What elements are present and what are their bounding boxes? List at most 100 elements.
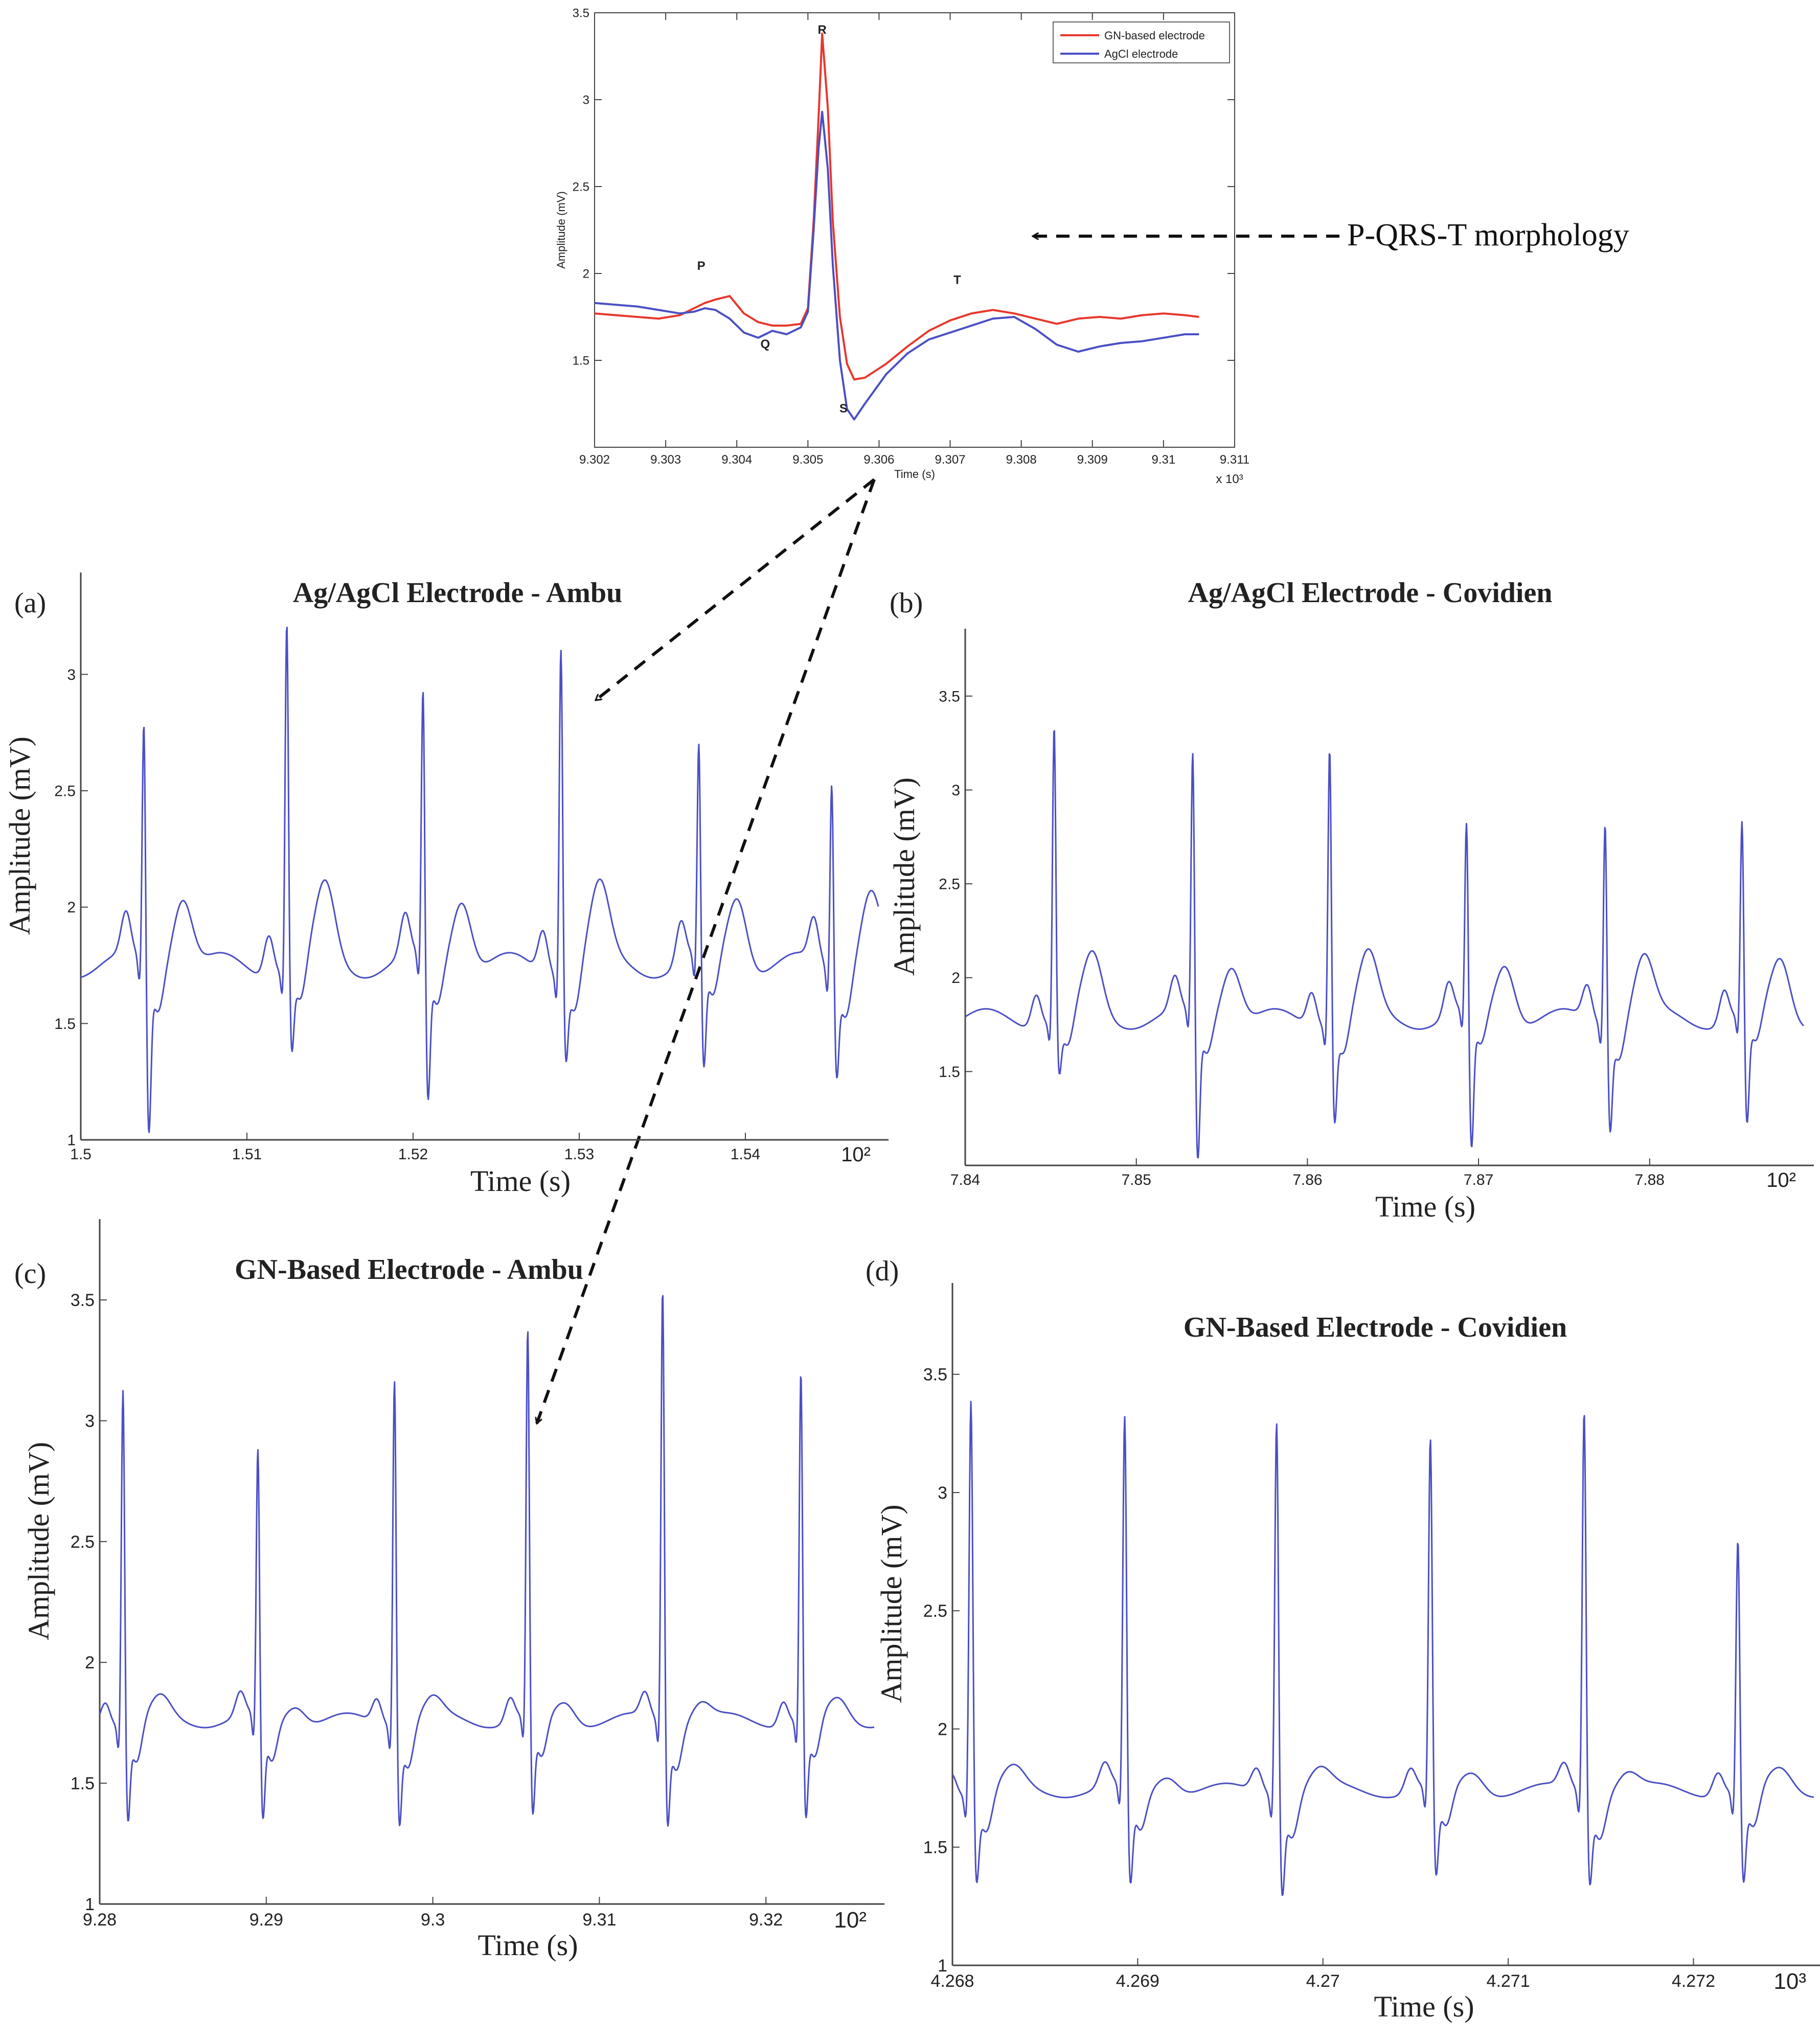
x-tick-label: 1.51	[232, 1146, 262, 1163]
connector-arrow-a	[596, 478, 875, 702]
x-tick-label: 4.268	[930, 1971, 974, 1991]
panel-label: (a)	[14, 587, 46, 619]
x-tick-label: 4.269	[1116, 1971, 1159, 1991]
x-axis-label: Time (s)	[1375, 1190, 1475, 1223]
x-axis-label: Time (s)	[470, 1164, 571, 1198]
x-tick-label: 9.305	[792, 453, 823, 467]
y-tick-label: 3	[938, 1483, 947, 1503]
x-tick-label: 9.31	[582, 1910, 616, 1930]
x-tick-label: 7.85	[1121, 1172, 1151, 1188]
annotation-text: P-QRS-T morphology	[1347, 218, 1629, 253]
y-tick-label: 2	[938, 1719, 947, 1739]
wave-label-p: P	[697, 259, 706, 273]
ecg-trace	[99, 1295, 875, 1827]
chart-panel-b: 7.84 7.85 7.86 7.87 7.88 1.5 2 2.5 3 3.5 10² Time (…	[888, 577, 1814, 1223]
y-tick-label: 1.5	[939, 1064, 960, 1081]
x-tick-label: 9.3	[421, 1910, 445, 1930]
x-tick-label: 9.306	[863, 453, 894, 467]
x-tick-label: 7.88	[1635, 1172, 1665, 1188]
x-tick-label: 9.303	[650, 453, 681, 467]
x-exponent: x 10³	[1216, 472, 1243, 486]
panel-title: GN-Based Electrode - Covidien	[1184, 1312, 1567, 1343]
y-axis-label: Amplitude (mV)	[3, 737, 36, 935]
x-tick-label: 9.304	[721, 453, 752, 467]
y-tick-label: 3.5	[71, 1291, 95, 1310]
y-tick-label: 3.5	[923, 1365, 947, 1385]
x-tick-label: 9.311	[1220, 453, 1249, 467]
y-tick-label: 2.5	[923, 1601, 947, 1621]
x-axis-label: Time (s)	[1374, 1990, 1474, 2023]
wave-label-t: T	[953, 273, 961, 287]
panel-title: Ag/AgCl Electrode - Covidien	[1188, 577, 1553, 609]
y-tick-label: 1.5	[923, 1838, 947, 1857]
chart-panel-c: 9.28 9.29 9.3 9.31 9.32 1 1.5 2 2.5 3 3.5 10² Time (…	[14, 1219, 884, 1962]
panel-label: (b)	[890, 587, 923, 619]
x-tick-label: 1.54	[731, 1146, 760, 1163]
chart-top-pqrst: 9.302 9.303 9.304 9.305 9.306 9.307 9.308 9.309…	[555, 6, 1249, 486]
panel-label: (d)	[866, 1255, 899, 1287]
x-axis-label: Time (s)	[477, 1929, 578, 1962]
ecg-trace	[951, 1401, 1814, 1896]
x-axis-label: Time (s)	[894, 468, 935, 480]
ecg-trace	[965, 730, 1805, 1159]
y-tick-label: 2.5	[54, 783, 76, 800]
x-tick-label: 4.27	[1306, 1971, 1340, 1991]
x-tick-label: 7.84	[950, 1172, 980, 1188]
x-tick-label: 9.31	[1152, 453, 1176, 467]
wave-label-q: Q	[761, 337, 770, 351]
y-tick-label: 1.5	[71, 1774, 95, 1794]
y-tick-label: 3	[951, 782, 960, 799]
y-tick-label: 1.5	[54, 1016, 76, 1033]
wave-label-r: R	[817, 23, 826, 37]
y-tick-label: 2	[951, 970, 960, 987]
y-tick-label: 2	[583, 267, 589, 281]
y-tick-label: 2	[85, 1653, 95, 1672]
y-tick-label: 1.5	[573, 354, 589, 368]
y-tick-label: 3.5	[939, 688, 960, 705]
x-exponent: 10²	[834, 1908, 867, 1933]
x-tick-label: 9.308	[1006, 453, 1037, 467]
y-tick-label: 3	[583, 93, 589, 107]
x-tick-label: 9.302	[579, 453, 610, 467]
x-tick-label: 7.86	[1292, 1172, 1322, 1188]
y-tick-label: 2.5	[71, 1532, 95, 1552]
x-exponent: 10²	[1766, 1169, 1796, 1191]
x-tick-label: 4.272	[1672, 1971, 1715, 1991]
y-tick-label: 3.5	[573, 6, 589, 20]
x-tick-label: 9.309	[1077, 453, 1108, 467]
y-tick-label: 1	[938, 1956, 947, 1976]
panel-title: Ag/AgCl Electrode - Ambu	[293, 577, 623, 609]
y-tick-label: 1	[67, 1132, 76, 1149]
series-line-gn-based	[594, 32, 1199, 381]
x-tick-label: 1.52	[398, 1146, 428, 1163]
y-tick-label: 2.5	[939, 876, 960, 893]
x-tick-label: 1.53	[564, 1146, 594, 1163]
x-tick-label: 9.29	[249, 1910, 283, 1930]
x-exponent: 10³	[1773, 1969, 1806, 1994]
y-axis-label: Amplitude (mV)	[888, 777, 921, 976]
legend-entry: GN-based electrode	[1104, 29, 1205, 42]
x-tick-label: 1.5	[70, 1146, 92, 1163]
ecg-trace	[80, 627, 879, 1133]
legend-box	[1053, 21, 1230, 63]
legend-entry: AgCl electrode	[1104, 48, 1178, 60]
y-axis-label: Amplitude (mV)	[22, 1442, 55, 1640]
y-tick-label: 3	[85, 1411, 95, 1431]
connector-arrow-c	[537, 478, 876, 1424]
plot-frame	[594, 12, 1235, 448]
x-tick-label: 9.32	[749, 1910, 783, 1930]
chart-panel-d: 4.268 4.269 4.27 4.271 4.272 1 1.5 2 2.5 3 3.5 10³ T…	[866, 1255, 1820, 2023]
y-tick-label: 2.5	[573, 180, 589, 194]
x-exponent: 10²	[841, 1143, 871, 1166]
x-tick-label: 9.28	[83, 1910, 117, 1930]
y-axis-label: Amplitude (mV)	[875, 1504, 908, 1703]
x-tick-label: 7.87	[1464, 1172, 1493, 1188]
y-tick-label: 3	[67, 667, 76, 683]
y-tick-label: 2	[67, 899, 76, 916]
y-axis-label: Amplitude (mV)	[555, 191, 567, 269]
wave-label-s: S	[839, 402, 848, 416]
series-line-agcl	[594, 110, 1199, 421]
panel-label: (c)	[14, 1258, 46, 1290]
y-tick-label: 1	[85, 1895, 95, 1914]
